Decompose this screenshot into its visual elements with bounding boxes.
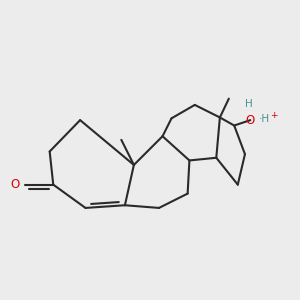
Text: O: O (246, 114, 255, 127)
Text: H: H (245, 99, 253, 109)
Text: ·H: ·H (259, 114, 270, 124)
Text: O: O (10, 178, 19, 191)
Text: +: + (270, 111, 277, 120)
